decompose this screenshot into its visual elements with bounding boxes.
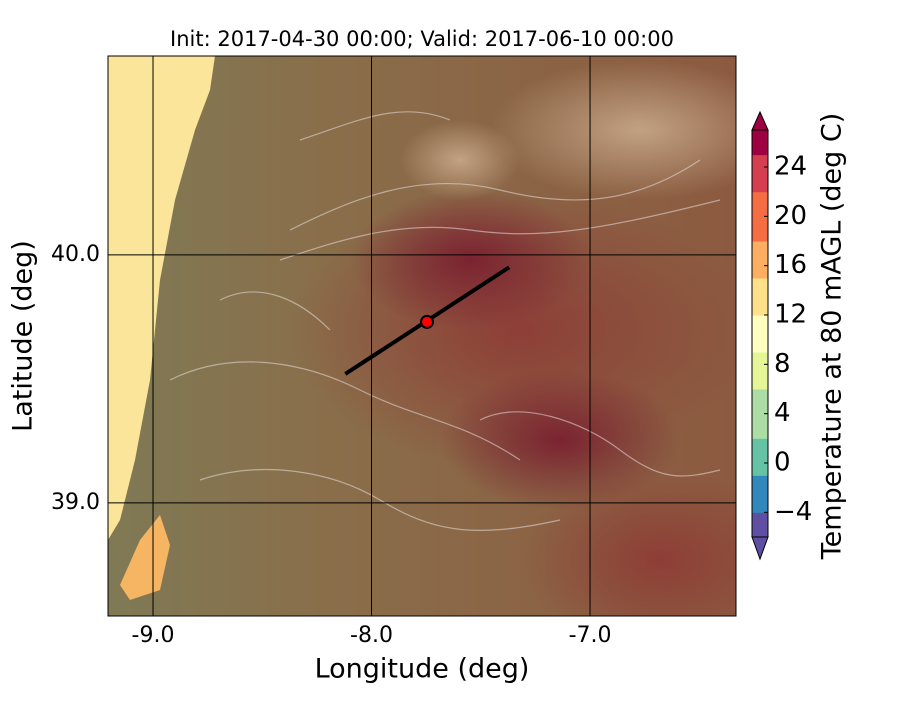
x-tick-label: -9.0 — [132, 623, 175, 648]
chart-title: Init: 2017-04-30 00:00; Valid: 2017-06-1… — [170, 27, 674, 51]
y-axis-label: Latitude (deg) — [8, 240, 39, 432]
colorbar-swatch — [752, 142, 768, 156]
colorbar-swatch — [752, 228, 768, 242]
colorbar-swatch — [752, 413, 768, 427]
colorbar-swatch — [752, 253, 768, 267]
colorbar-extend-bottom — [751, 536, 769, 561]
colorbar-tick-label: −4 — [774, 497, 812, 527]
colorbar-swatch — [752, 426, 768, 439]
colorbar-tick-label: 0 — [774, 448, 791, 478]
colorbar-swatch — [752, 154, 768, 168]
colorbar-swatch — [752, 512, 768, 526]
colorbar-swatch — [752, 265, 768, 279]
colorbar-swatch — [752, 179, 768, 193]
colorbar-swatch — [752, 450, 768, 464]
colorbar-swatch — [752, 290, 768, 304]
y-tick-label: 39.0 — [51, 490, 100, 515]
temperature-field — [108, 56, 736, 616]
x-tick-label: -7.0 — [569, 623, 612, 648]
colorbar-swatch — [752, 475, 768, 489]
colorbar-swatch — [752, 487, 768, 501]
colorbar-swatch — [752, 389, 768, 402]
colorbar-swatch — [752, 191, 768, 205]
colorbar-swatch — [752, 463, 768, 476]
colorbar-swatch — [752, 216, 768, 230]
colorbar-swatch — [752, 352, 768, 365]
colorbar-tick-label: 24 — [774, 152, 807, 182]
colorbar-swatch — [752, 302, 768, 316]
colorbar-swatch — [752, 438, 768, 452]
axes-frame — [107, 55, 737, 617]
colorbar-label: Temperature at 80 mAGL (deg C) — [817, 113, 848, 561]
colorbar-frame — [751, 129, 769, 538]
colorbar-tick-label: 16 — [774, 250, 807, 280]
x-tick-label: -8.0 — [350, 623, 393, 648]
colorbar-tick-label: 12 — [774, 300, 807, 330]
colorbar-swatch — [752, 401, 768, 415]
colorbar-tick-label: 20 — [774, 201, 807, 231]
colorbar-swatch — [752, 204, 768, 217]
colorbar-swatch — [752, 278, 768, 291]
colorbar-swatch — [752, 339, 768, 353]
colorbar-tick-label: 4 — [774, 398, 791, 428]
colorbar-swatch — [752, 167, 768, 180]
colorbar-extend-top — [751, 110, 769, 131]
y-tick-label: 40.0 — [51, 242, 100, 267]
colorbar-swatch — [752, 524, 768, 538]
colorbar-swatch — [752, 500, 768, 513]
colorbar-swatch — [752, 130, 768, 143]
location-point — [420, 314, 435, 329]
colorbar-swatch — [752, 241, 768, 254]
colorbar-swatch — [752, 315, 768, 328]
colorbar-tick-label: 8 — [774, 349, 791, 379]
colorbar-swatch — [752, 364, 768, 378]
colorbar-swatch — [752, 376, 768, 390]
x-axis-label: Longitude (deg) — [315, 654, 530, 685]
colorbar-swatch — [752, 327, 768, 341]
